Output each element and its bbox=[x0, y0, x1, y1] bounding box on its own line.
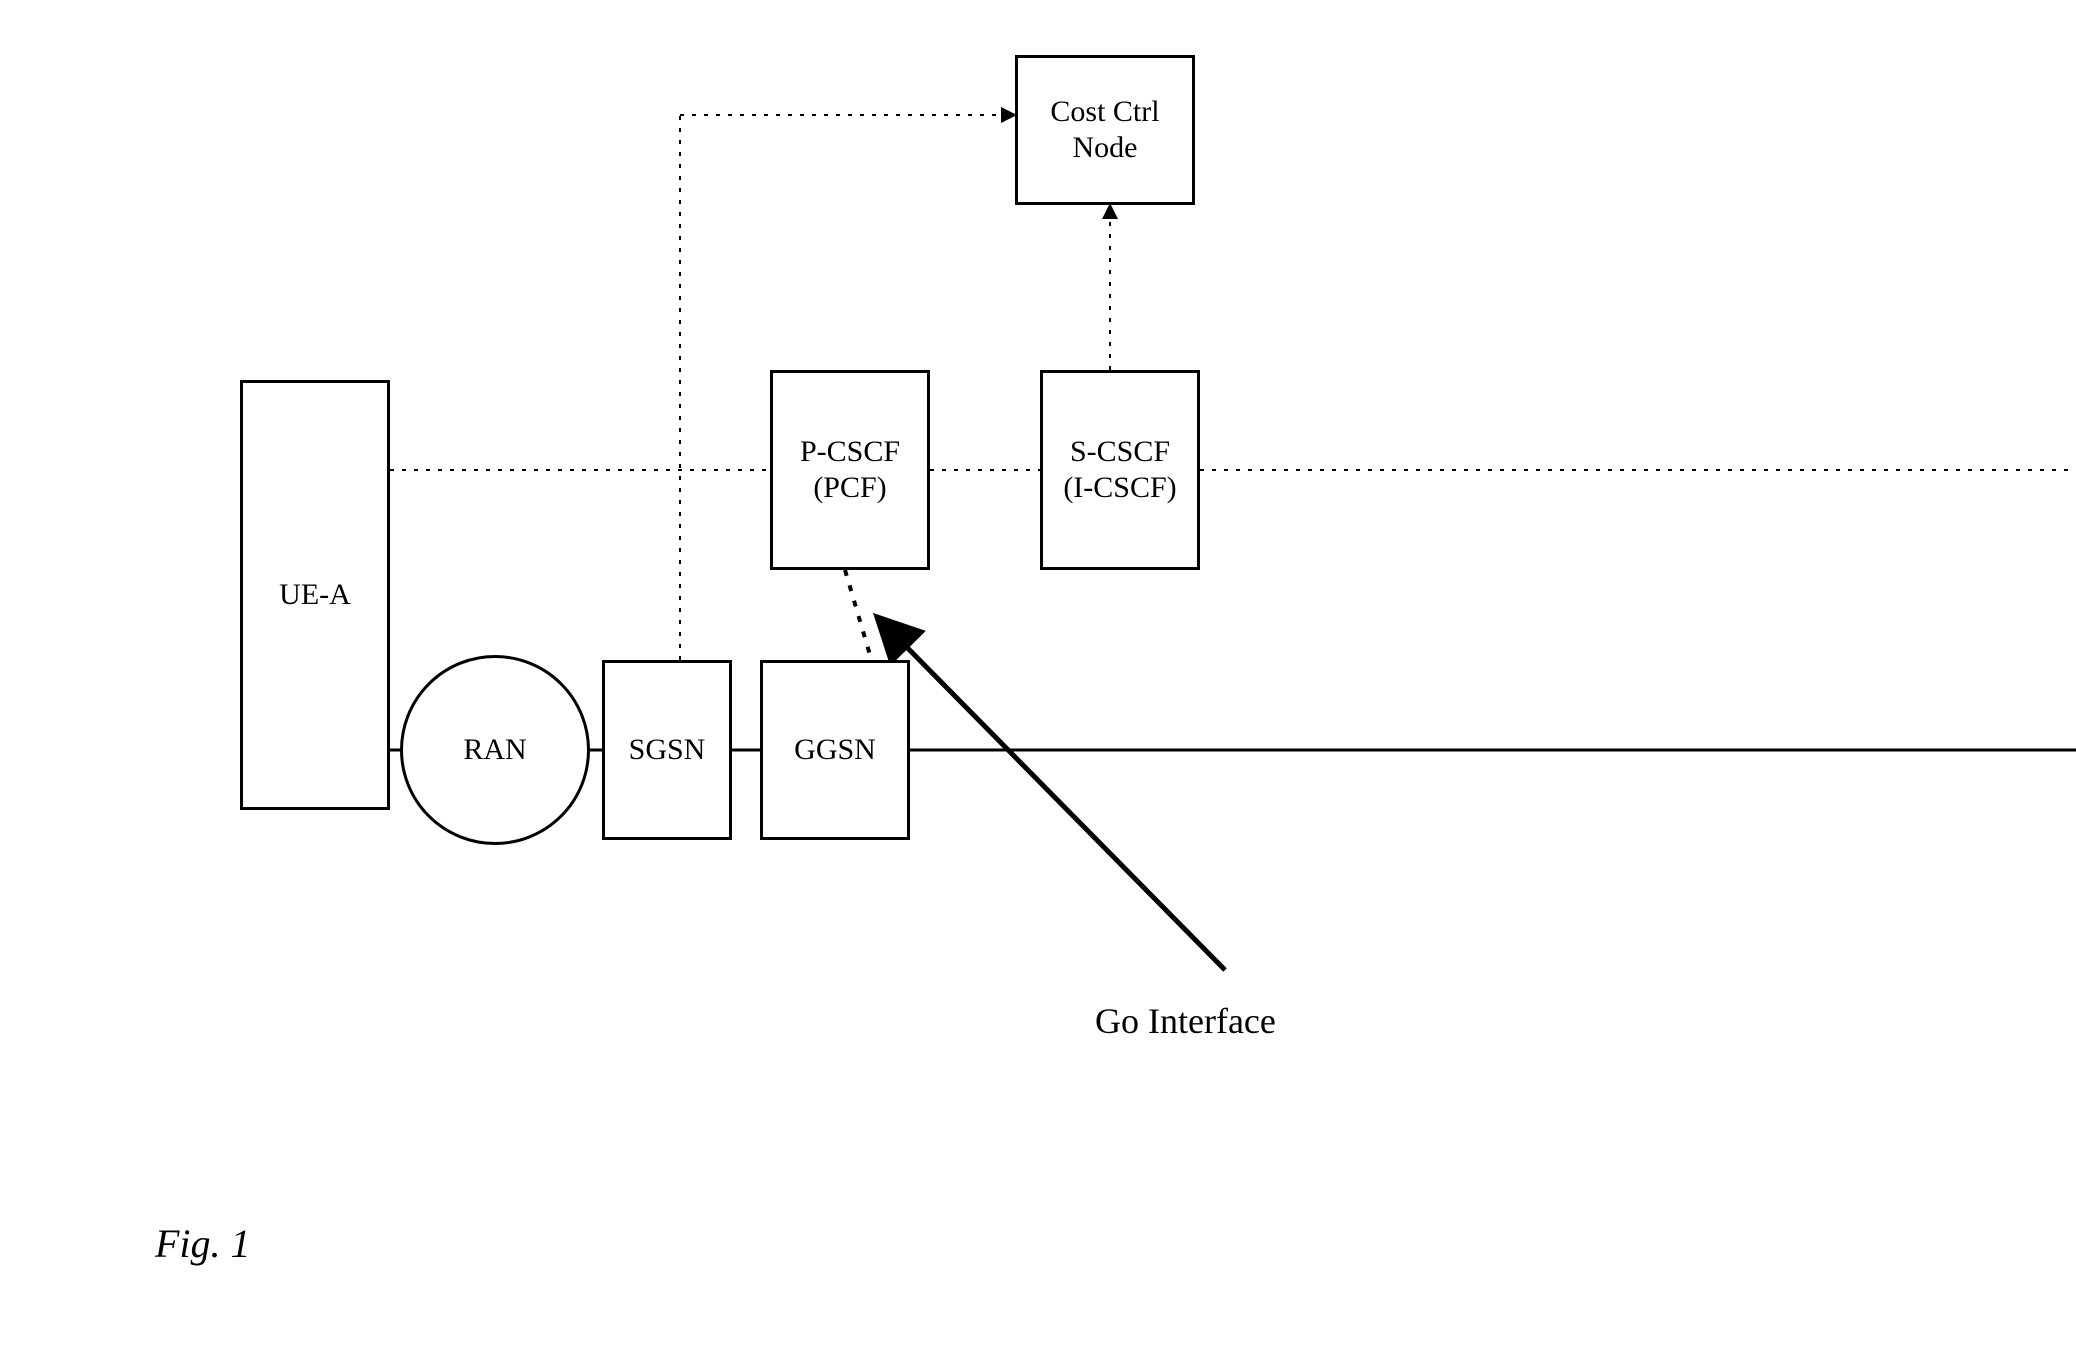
node-scscf-label2: (I-CSCF) bbox=[1063, 470, 1176, 506]
node-ran-label: RAN bbox=[463, 732, 526, 768]
go-pointer-arrow bbox=[880, 620, 1225, 970]
figure-caption-text: Fig. 1 bbox=[155, 1221, 251, 1266]
node-scscf: S-CSCF (I-CSCF) bbox=[1040, 370, 1200, 570]
node-ran: RAN bbox=[400, 655, 590, 845]
node-cost-ctrl-label1: Cost Ctrl bbox=[1050, 94, 1159, 130]
go-interface-annotation: Go Interface bbox=[1095, 1000, 1276, 1042]
diagram-canvas: UE-A RAN SGSN GGSN P-CSCF (PCF) S-CSCF (… bbox=[0, 0, 2076, 1368]
node-sgsn: SGSN bbox=[602, 660, 732, 840]
go-interface-text: Go Interface bbox=[1095, 1001, 1276, 1041]
node-scscf-label1: S-CSCF bbox=[1070, 434, 1170, 470]
node-pcscf: P-CSCF (PCF) bbox=[770, 370, 930, 570]
node-cost-ctrl-label2: Node bbox=[1073, 130, 1138, 166]
go-dashed-connector bbox=[845, 570, 870, 655]
node-ggsn-label: GGSN bbox=[794, 732, 876, 768]
node-ggsn: GGSN bbox=[760, 660, 910, 840]
node-cost-ctrl: Cost Ctrl Node bbox=[1015, 55, 1195, 205]
node-sgsn-label: SGSN bbox=[629, 732, 706, 768]
figure-caption: Fig. 1 bbox=[155, 1220, 251, 1267]
node-pcscf-label2: (PCF) bbox=[813, 470, 886, 506]
node-pcscf-label1: P-CSCF bbox=[800, 434, 900, 470]
node-ue-a-label: UE-A bbox=[279, 577, 351, 613]
node-ue-a: UE-A bbox=[240, 380, 390, 810]
